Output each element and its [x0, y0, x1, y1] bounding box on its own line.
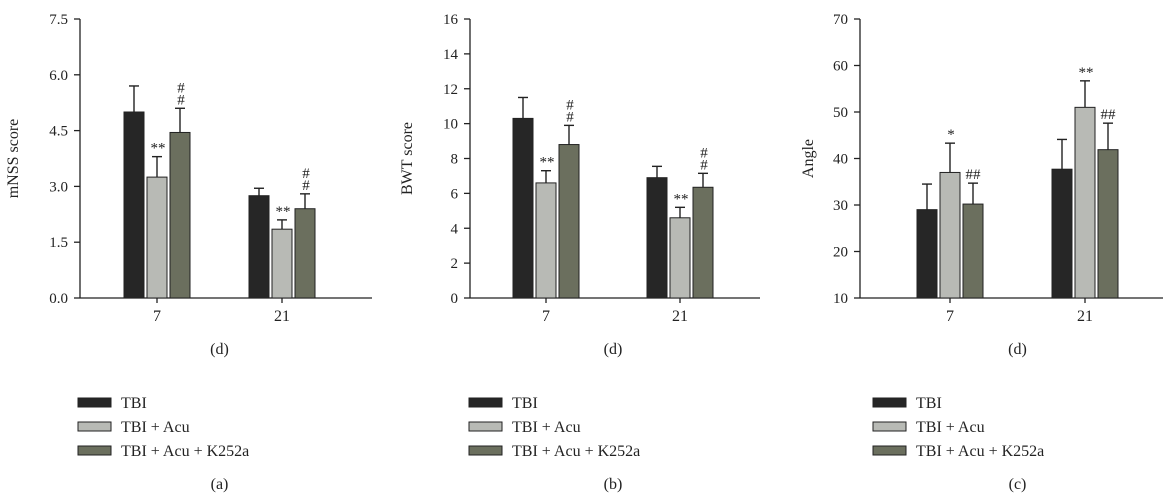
x-axis-label: (d) [1008, 341, 1027, 358]
bar-tbi-acu-k252a-7 [169, 131, 191, 299]
y-tick-label: 0 [451, 291, 459, 307]
x-axis-label: (d) [210, 341, 229, 358]
panel-label: (b) [604, 476, 623, 493]
legend-swatch [872, 397, 907, 408]
legend-label: TBI [121, 395, 147, 412]
x-tick-label: 21 [672, 308, 688, 325]
bar-tbi-acu-k252a-21 [294, 208, 316, 299]
y-axis-label: mNSS score [5, 119, 22, 199]
y-tick-label: 16 [443, 12, 459, 28]
bar-tbi-acu-k252a-7 [558, 144, 580, 299]
legend-swatch [872, 445, 907, 456]
legend-label: TBI + Acu + K252a [916, 443, 1044, 460]
significance-mark: ** [276, 204, 291, 220]
significance-mark: # [177, 80, 185, 96]
legend-swatch [77, 397, 112, 408]
significance-mark: ** [1079, 65, 1094, 81]
y-tick-label: 4 [451, 221, 459, 237]
significance-mark: # [566, 97, 574, 113]
y-tick-label: 0.0 [49, 291, 68, 307]
panel-label: (a) [211, 476, 229, 493]
y-tick-label: 20 [833, 245, 848, 261]
significance-mark: # [302, 178, 310, 194]
legend-swatch [77, 445, 112, 456]
legend-swatch [468, 445, 503, 456]
bar-tbi-21 [248, 195, 270, 299]
legend-label: TBI [916, 395, 942, 412]
legend-label: TBI + Acu + K252a [512, 443, 640, 460]
y-tick-label: 50 [833, 105, 848, 121]
x-axis-label: (d) [604, 341, 623, 358]
y-tick-label: 60 [833, 59, 848, 75]
x-tick-label: 21 [1077, 308, 1093, 325]
legend-label: TBI + Acu [512, 419, 581, 436]
significance-mark: ** [674, 191, 689, 207]
bar-tbi-acu-21 [271, 228, 293, 299]
y-tick-label: 10 [833, 291, 848, 307]
y-tick-label: 2 [451, 256, 459, 272]
bar-tbi-7 [512, 117, 534, 299]
significance-mark: ** [151, 141, 166, 157]
y-tick-label: 7.5 [49, 12, 68, 28]
y-axis-label: Angle [800, 139, 817, 178]
x-tick-label: 7 [946, 308, 954, 325]
panel-label: (c) [1009, 476, 1027, 493]
y-tick-label: 30 [833, 198, 848, 214]
legend-swatch [872, 421, 907, 432]
chart-panel-3: 10 20 30 40 50 60 70 Angle * ## 7 ** ## 21 (d) TBI TBI +… [800, 12, 1163, 493]
bar-tbi-acu-k252a-21 [1097, 149, 1119, 299]
bar-tbi-21 [646, 177, 668, 299]
significance-mark: # [302, 166, 310, 182]
bar-tbi-acu-7 [939, 171, 961, 299]
bar-tbi-acu-21 [669, 217, 691, 299]
bar-tbi-acu-k252a-21 [692, 186, 714, 299]
significance-mark: # [700, 145, 708, 161]
y-tick-label: 70 [833, 12, 848, 28]
legend-swatch [77, 421, 112, 432]
significance-mark: ## [1101, 107, 1117, 123]
y-tick-label: 8 [451, 152, 459, 168]
y-axis-label: BWT score [399, 122, 416, 195]
y-tick-label: 1.5 [49, 235, 68, 251]
y-tick-label: 40 [833, 152, 848, 168]
x-tick-label: 7 [542, 308, 550, 325]
significance-mark: ** [540, 155, 555, 171]
legend-label: TBI + Acu [916, 419, 985, 436]
legend-label: TBI [512, 395, 538, 412]
y-tick-label: 12 [443, 82, 458, 98]
bar-tbi-21 [1051, 168, 1073, 299]
significance-mark: # [566, 109, 574, 125]
bar-tbi-acu-21 [1074, 106, 1096, 299]
bar-tbi-acu-7 [535, 182, 557, 299]
significance-mark: ## [966, 167, 982, 183]
significance-mark: # [177, 92, 185, 108]
y-tick-label: 6 [451, 186, 459, 202]
legend-label: TBI + Acu [121, 419, 190, 436]
significance-mark: # [700, 157, 708, 173]
bar-tbi-7 [123, 111, 145, 299]
bar-tbi-7 [916, 209, 938, 299]
x-tick-label: 21 [274, 308, 290, 325]
y-tick-label: 4.5 [49, 124, 68, 140]
legend-swatch [468, 397, 503, 408]
legend-label: TBI + Acu + K252a [121, 443, 249, 460]
bar-tbi-acu-k252a-7 [962, 203, 984, 299]
x-tick-label: 7 [153, 308, 161, 325]
legend-swatch [468, 421, 503, 432]
y-tick-label: 6.0 [49, 68, 68, 84]
y-tick-label: 3.0 [49, 179, 68, 195]
significance-mark: * [947, 127, 955, 143]
y-tick-label: 14 [443, 47, 459, 63]
bar-tbi-acu-7 [146, 176, 168, 299]
y-tick-label: 10 [443, 117, 458, 133]
